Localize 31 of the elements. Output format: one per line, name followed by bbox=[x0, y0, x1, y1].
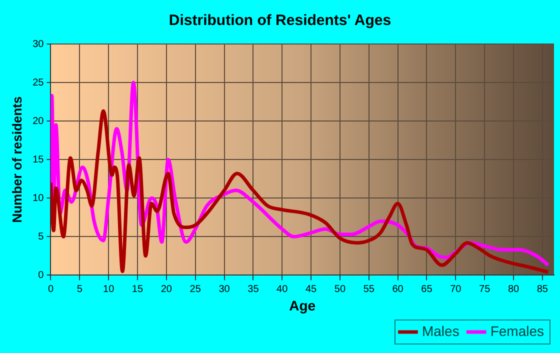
y-tick-label: 0 bbox=[38, 270, 44, 281]
y-tick-label: 5 bbox=[38, 231, 44, 242]
x-tick-label: 30 bbox=[218, 284, 230, 295]
x-tick-label: 70 bbox=[450, 284, 462, 295]
y-tick-label: 20 bbox=[32, 116, 44, 127]
chart-title: Distribution of Residents' Ages bbox=[168, 12, 392, 30]
x-tick-label: 75 bbox=[479, 284, 491, 295]
x-tick-label: 10 bbox=[103, 284, 115, 295]
legend-label: Males bbox=[422, 322, 460, 339]
x-tick-label: 40 bbox=[276, 284, 288, 295]
x-tick-label: 85 bbox=[536, 284, 548, 295]
y-tick-label: 15 bbox=[32, 154, 44, 166]
x-tick-label: 15 bbox=[132, 284, 144, 295]
x-tick-label: 55 bbox=[363, 284, 375, 295]
y-axis-title: Number of residents bbox=[9, 96, 24, 223]
line-series bbox=[50, 109, 550, 274]
x-tick-label: 50 bbox=[334, 284, 346, 295]
y-tick-label: 10 bbox=[32, 192, 44, 204]
legend-label: Females bbox=[490, 322, 544, 339]
x-tick-label: 0 bbox=[48, 284, 54, 295]
y-tick-label: 25 bbox=[32, 77, 44, 88]
x-tick-label: 80 bbox=[508, 284, 520, 295]
x-tick-label: 65 bbox=[421, 284, 433, 295]
x-tick-label: 5 bbox=[76, 284, 83, 295]
x-tick-label: 60 bbox=[392, 284, 404, 295]
x-tick-label: 45 bbox=[305, 284, 318, 295]
x-axis-title: Age bbox=[289, 297, 316, 314]
x-tick-label: 35 bbox=[248, 284, 260, 295]
x-tick-label: 20 bbox=[160, 284, 172, 295]
y-tick-label: 30 bbox=[32, 38, 44, 50]
x-tick-label: 25 bbox=[190, 284, 202, 295]
